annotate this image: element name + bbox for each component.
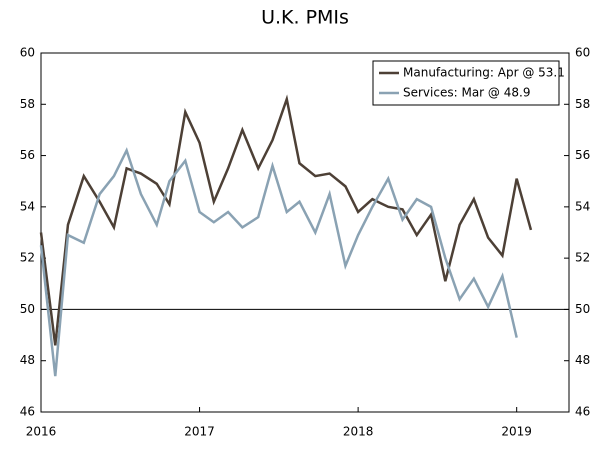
x-tick-label: 2019 (501, 425, 532, 439)
y-tick-label: 58 (20, 97, 35, 111)
legend-label: Manufacturing: Apr @ 53.1 (403, 66, 565, 80)
y2-tick-label: 46 (575, 405, 590, 419)
legend-box (372, 60, 560, 106)
plot-frame (40, 52, 570, 413)
y-tick-label: 52 (20, 251, 35, 265)
x-tick-label: 2017 (184, 425, 215, 439)
series-line (39, 147, 518, 377)
legend-label: Services: Mar @ 48.9 (403, 86, 530, 100)
y-tick-label: 60 (20, 46, 35, 60)
y2-tick-label: 58 (575, 97, 590, 111)
y-tick-label: 48 (20, 353, 35, 367)
chart-title: U.K. PMIs (261, 7, 349, 29)
y2-tick-label: 60 (575, 46, 590, 60)
y-tick-label: 56 (20, 148, 35, 162)
y2-tick-label: 52 (575, 251, 590, 265)
y2-tick-label: 48 (575, 353, 590, 367)
y2-tick-label: 54 (575, 199, 590, 213)
x-tick-label: 2018 (343, 425, 374, 439)
y-tick-label: 46 (20, 405, 35, 419)
x-tick-label: 2016 (26, 425, 57, 439)
y2-tick-label: 56 (575, 148, 590, 162)
y2-tick-label: 50 (575, 302, 590, 316)
y-tick-label: 50 (20, 302, 35, 316)
y-tick-label: 54 (20, 199, 35, 213)
series-line (39, 94, 533, 346)
